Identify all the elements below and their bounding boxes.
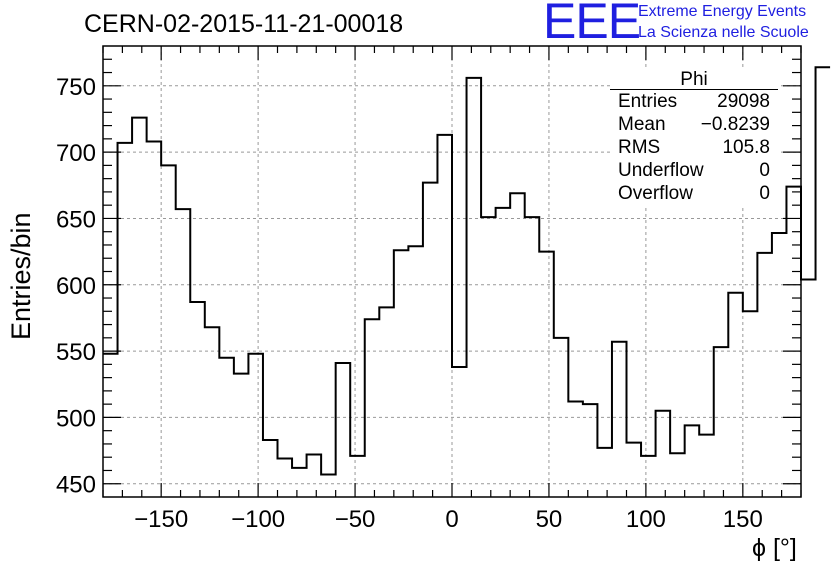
x-axis-label: ϕ [°] [752,534,797,562]
histogram-bin [307,455,322,497]
histogram-bin [205,327,220,497]
histogram-bin [452,367,467,497]
histogram-bin [786,187,801,497]
histogram-bin [583,404,598,497]
histogram-bin [597,448,612,497]
stats-row-entries: Entries 29098 [610,90,778,113]
histogram-bin [190,302,205,497]
stats-row-overflow: Overflow 0 [610,182,778,205]
histogram-bin [248,354,263,497]
stats-label: Mean [618,114,666,135]
stats-value: −0.8239 [700,114,770,135]
histogram-bin [132,118,147,497]
y-tick-label: 700 [56,140,96,167]
histogram-bin [510,193,525,497]
histogram-bin [525,217,540,497]
stats-value: 29098 [717,91,770,112]
stats-title: Phi [610,70,778,90]
histogram-bin [379,307,394,497]
histogram-bin [292,468,307,497]
histogram-bin [336,363,351,497]
stats-label: RMS [618,137,661,158]
histogram-bin [496,208,511,497]
histogram-bin [757,253,772,497]
histogram-bin [656,411,671,497]
histogram-bin [118,143,133,497]
histogram-bin [670,453,685,497]
histogram-bin [365,319,380,497]
stats-row-rms: RMS 105.8 [610,136,778,159]
histogram-bin [350,456,365,497]
y-axis-label: Entries/bin [6,212,36,340]
x-tick-label: −50 [335,506,376,533]
histogram-bin [743,311,758,497]
y-tick-label: 550 [56,339,96,366]
histogram-bin [539,252,554,497]
histogram-bin [176,209,191,497]
logo-subtitle-2: La Scienza nelle Scuole [638,24,809,41]
histogram-bin [437,135,452,497]
chart-title: CERN-02-2015-11-21-00018 [84,10,404,38]
histogram-bin [103,354,118,497]
histogram-series-line [103,66,831,476]
logo-subtitle-1: Extreme Energy Events [638,3,807,20]
stats-label: Entries [618,91,678,112]
histogram-bin [641,456,656,497]
histogram-bin [321,474,336,497]
stats-label: Underflow [618,160,704,181]
histogram-bin [423,183,438,497]
y-tick-label: 650 [56,206,96,233]
x-tick-label: −150 [134,506,188,533]
histogram-bin [699,435,714,497]
stats-value: 0 [759,183,770,204]
stats-label: Overflow [618,183,693,204]
x-tick-label: 50 [536,506,563,533]
histogram-bin [568,401,583,497]
histogram-bin [801,279,816,497]
histogram-bin [394,250,409,497]
histogram-bin [554,338,569,497]
histogram-bin [467,78,482,497]
histogram-bin [728,293,743,497]
histogram-bin [772,233,787,497]
x-tick-label: 150 [723,506,763,533]
stats-row-mean: Mean −0.8239 [610,113,778,136]
histogram-bin [234,374,249,497]
x-tick-label: −100 [231,506,285,533]
histogram-bin [263,440,278,497]
stats-value: 0 [759,160,770,181]
stats-box: Phi Entries 29098 Mean −0.8239 RMS 105.8… [610,70,778,205]
histogram-bin [612,342,627,497]
y-tick-label: 600 [56,273,96,300]
stats-row-underflow: Underflow 0 [610,159,778,182]
stats-value: 105.8 [722,137,770,158]
histogram-bin [685,425,700,497]
histogram-bin [714,347,729,497]
x-tick-label: 100 [626,506,666,533]
eee-logo: EEE [543,0,641,49]
histogram-bin [627,443,642,497]
histogram-bin [147,142,162,497]
histogram-bin [219,358,234,497]
histogram-bin [816,67,831,497]
x-tick-label: 0 [445,506,458,533]
y-tick-label: 450 [56,472,96,499]
y-tick-label: 750 [56,74,96,101]
histogram-bin [278,459,293,497]
histogram-bin [161,165,176,497]
histogram-bin [408,246,423,497]
y-tick-label: 500 [56,405,96,432]
histogram-bin [481,217,496,497]
